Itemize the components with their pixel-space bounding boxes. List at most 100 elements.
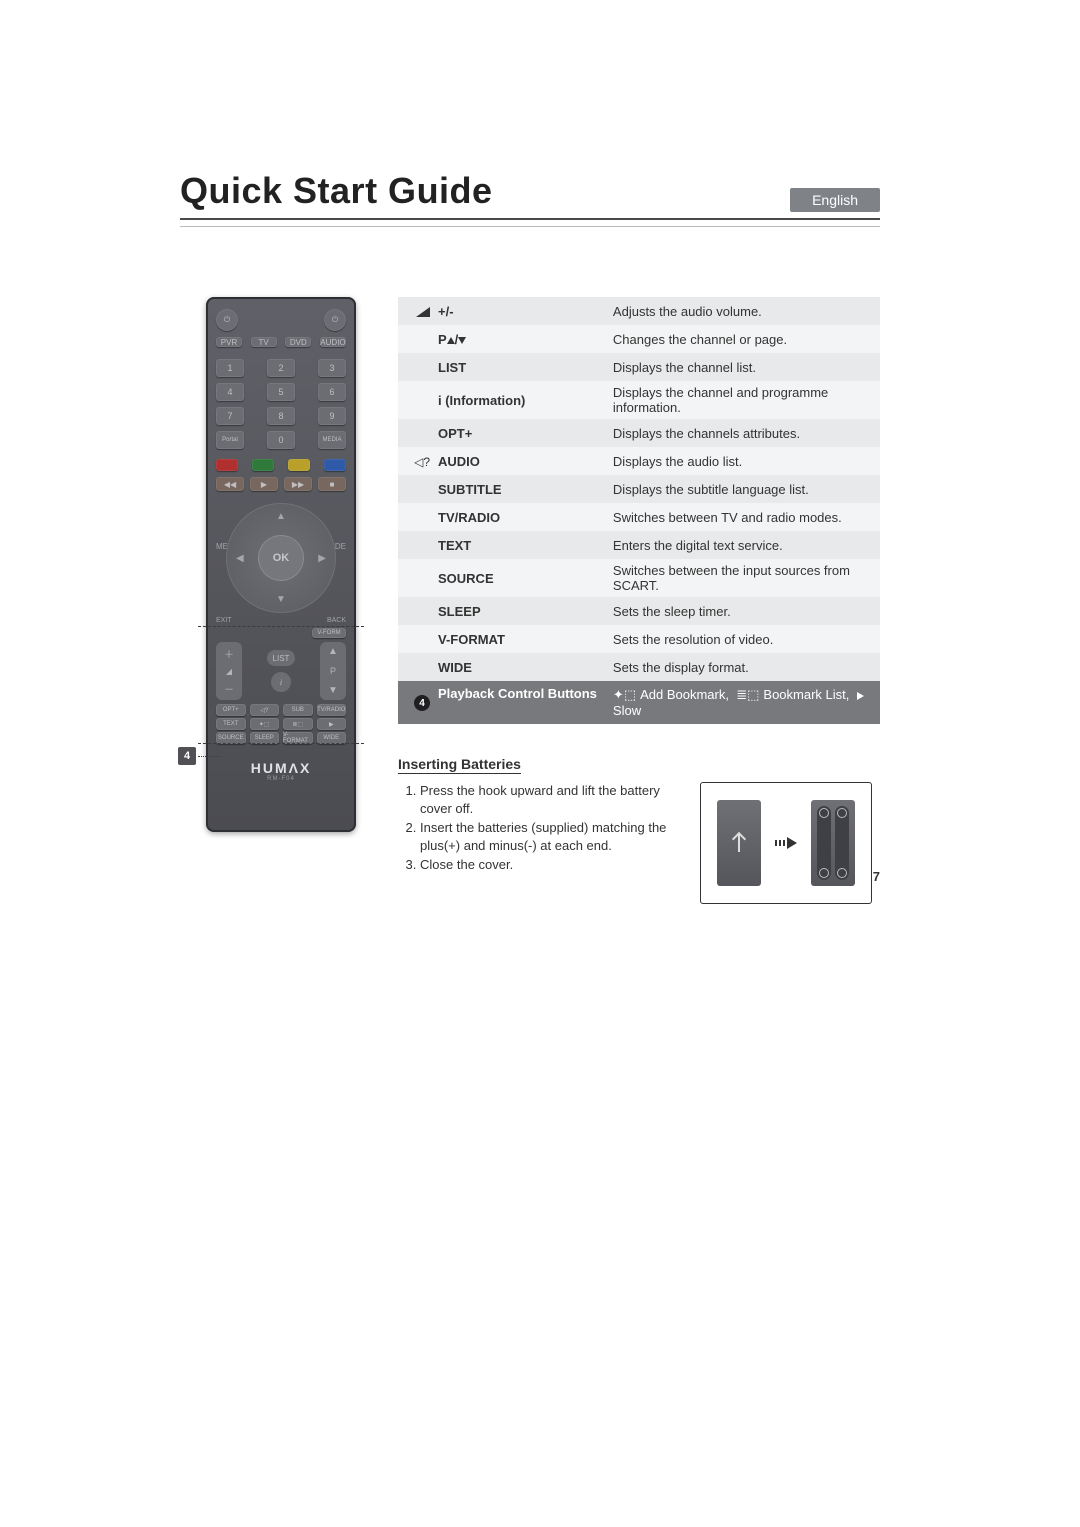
language-tab: English — [790, 188, 880, 212]
batteries-row: Press the hook upward and lift the batte… — [398, 782, 880, 904]
row-desc: Sets the sleep timer. — [607, 597, 880, 625]
slow-icon — [857, 692, 864, 700]
bookmark-list-icon: ≣⬚ — [283, 718, 313, 730]
yellow-key — [288, 459, 310, 471]
remote-top-row: ⏻ ⏻ — [216, 309, 346, 331]
page-title: Quick Start Guide — [180, 170, 493, 212]
text-key: TEXT — [216, 718, 246, 730]
table-row: TEXTEnters the digital text service. — [398, 531, 880, 559]
red-key — [216, 459, 238, 471]
arrow-left-icon: ◀ — [236, 553, 244, 564]
row-icon: ◁? — [398, 447, 432, 475]
manual-page: Quick Start Guide English ⏻ ⏻ PVR TV DVD… — [0, 0, 1080, 964]
key-6: 6 — [318, 383, 346, 401]
row-desc: Displays the subtitle language list. — [607, 475, 880, 503]
title-row: Quick Start Guide English — [180, 170, 880, 212]
audio-icon: ◁? — [414, 455, 430, 469]
rewind-icon: ◀◀ — [216, 477, 244, 491]
row-label: SLEEP — [432, 597, 607, 625]
green-key — [252, 459, 274, 471]
callout-dotted-line — [198, 756, 220, 757]
bookmark-add-icon: ✦⬚ — [613, 687, 636, 702]
row-desc: Displays the channels attributes. — [607, 419, 880, 447]
row-desc: Changes the channel or page. — [607, 325, 880, 353]
stop-icon: ■ — [318, 477, 346, 491]
model-text: RM-F04 — [251, 776, 312, 782]
row-desc: Switches between TV and radio modes. — [607, 503, 880, 531]
table-row: i (Information)Displays the channel and … — [398, 381, 880, 419]
mode-pvr: PVR — [216, 337, 242, 347]
row-icon — [398, 325, 432, 353]
table-row: ◁?AUDIODisplays the audio list. — [398, 447, 880, 475]
list-item: Insert the batteries (supplied) matching… — [420, 819, 670, 854]
row-label: V-FORMAT — [432, 625, 607, 653]
row-icon — [398, 475, 432, 503]
opt-key: OPT+ — [216, 704, 246, 716]
color-row — [216, 459, 346, 471]
volume-rocker: ＋◢－ — [216, 642, 242, 700]
row-icon — [398, 625, 432, 653]
key-2: 2 — [267, 359, 295, 377]
key-portal: Portal — [216, 431, 244, 449]
main-columns: ⏻ ⏻ PVR TV DVD AUDIO 123 456 789 Portal0… — [180, 297, 880, 904]
volume-icon — [416, 307, 430, 317]
row-desc: Sets the display format. — [607, 653, 880, 681]
key-7: 7 — [216, 407, 244, 425]
bottom-grid-2: TEXT ✦⬚ ≣⬚ ▶ — [216, 718, 346, 730]
row-icon: 4 — [398, 681, 432, 724]
row-label: SUBTITLE — [432, 475, 607, 503]
remote-control: ⏻ ⏻ PVR TV DVD AUDIO 123 456 789 Portal0… — [206, 297, 356, 832]
row-label: Playback Control Buttons — [432, 681, 607, 724]
tvradio-key: TV/RADIO — [317, 704, 347, 716]
list-key: LIST — [267, 650, 295, 666]
batteries-figure — [700, 782, 872, 904]
numpad-row: Portal 0 MEDIA — [216, 431, 346, 449]
callout-badge: 4 — [178, 747, 196, 765]
row-label: AUDIO — [432, 447, 607, 475]
nav-ring: ▲ ▼ ◀ ▶ OK — [226, 503, 336, 613]
table-row: V-FORMATSets the resolution of video. — [398, 625, 880, 653]
bottom-grid-1: OPT+ ◁? SUB TV/RADIO — [216, 704, 346, 716]
callout-4: 4 — [178, 747, 220, 765]
row-label: SOURCE — [432, 559, 607, 597]
row-label: TEXT — [432, 531, 607, 559]
numpad-row: 123 — [216, 359, 346, 377]
batteries-steps: Press the hook upward and lift the batte… — [398, 782, 670, 904]
remote-column: ⏻ ⏻ PVR TV DVD AUDIO 123 456 789 Portal0… — [180, 297, 370, 832]
battery-tray-icon — [811, 800, 855, 886]
bookmark-list-icon: ≣⬚ — [736, 687, 759, 702]
row-label: WIDE — [432, 653, 607, 681]
table-row: SLEEPSets the sleep timer. — [398, 597, 880, 625]
key-8: 8 — [267, 407, 295, 425]
table-row: WIDESets the display format. — [398, 653, 880, 681]
row-desc: Enters the digital text service. — [607, 531, 880, 559]
key-0: 0 — [267, 431, 295, 449]
button-description-table: +/-Adjusts the audio volume.P/Changes th… — [398, 297, 880, 724]
page-rocker: ▲P▼ — [320, 642, 346, 700]
brand-logo: HUMΛX RM-F04 — [251, 760, 312, 782]
row-icon — [398, 653, 432, 681]
row-label: LIST — [432, 353, 607, 381]
key-3: 3 — [318, 359, 346, 377]
row-icon — [398, 597, 432, 625]
numpad-row: 456 — [216, 383, 346, 401]
row-icon — [398, 559, 432, 597]
heading-subrule — [180, 226, 880, 227]
key-media: MEDIA — [318, 431, 346, 449]
callout-zone: V-FORM ＋◢－ LIST i ▲P▼ OPT+ ◁? SUB — [216, 626, 346, 744]
row-desc: Displays the audio list. — [607, 447, 880, 475]
rocker-row: ＋◢－ LIST i ▲P▼ — [216, 642, 346, 700]
key-4: 4 — [216, 383, 244, 401]
sub-key: SUB — [283, 704, 313, 716]
row-icon — [398, 353, 432, 381]
arrow-right-icon — [775, 838, 797, 848]
battery-cover-icon — [717, 800, 761, 886]
dash-line — [198, 743, 364, 744]
vformat-row: V-FORM — [216, 628, 346, 638]
table-row: SOURCESwitches between the input sources… — [398, 559, 880, 597]
numpad-row: 789 — [216, 407, 346, 425]
battery-cell — [817, 806, 831, 880]
row-icon — [398, 297, 432, 325]
arrow-right-icon: ▶ — [318, 553, 326, 564]
description-column: +/-Adjusts the audio volume.P/Changes th… — [398, 297, 880, 904]
